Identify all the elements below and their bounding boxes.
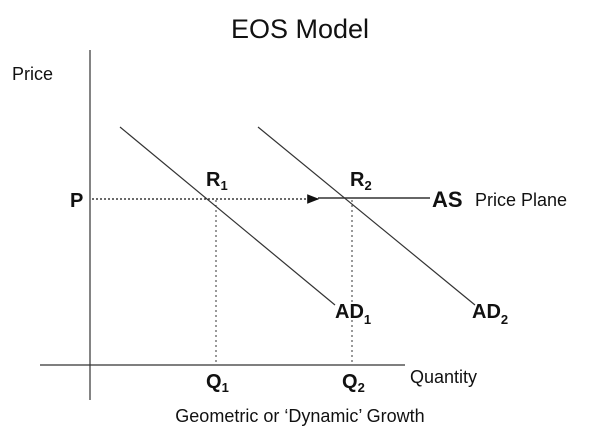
curve-label: AD1 — [335, 301, 371, 327]
title: EOS Model — [231, 14, 369, 44]
x-axis-label: Quantity — [410, 367, 477, 387]
price-label: P — [70, 190, 83, 212]
caption: Geometric or ‘Dynamic’ Growth — [175, 406, 424, 426]
point-label: R1 — [206, 169, 228, 193]
as-note: Price Plane — [475, 190, 567, 210]
curve-label: AD2 — [472, 301, 508, 327]
ad2-line — [257, 126, 476, 306]
ad1-line — [119, 126, 336, 306]
point-label: R2 — [350, 169, 372, 193]
as-label: AS — [432, 187, 463, 212]
quantity-label: Q1 — [206, 371, 229, 395]
quantity-label: Q2 — [342, 371, 365, 395]
y-axis-label: Price — [12, 64, 53, 84]
